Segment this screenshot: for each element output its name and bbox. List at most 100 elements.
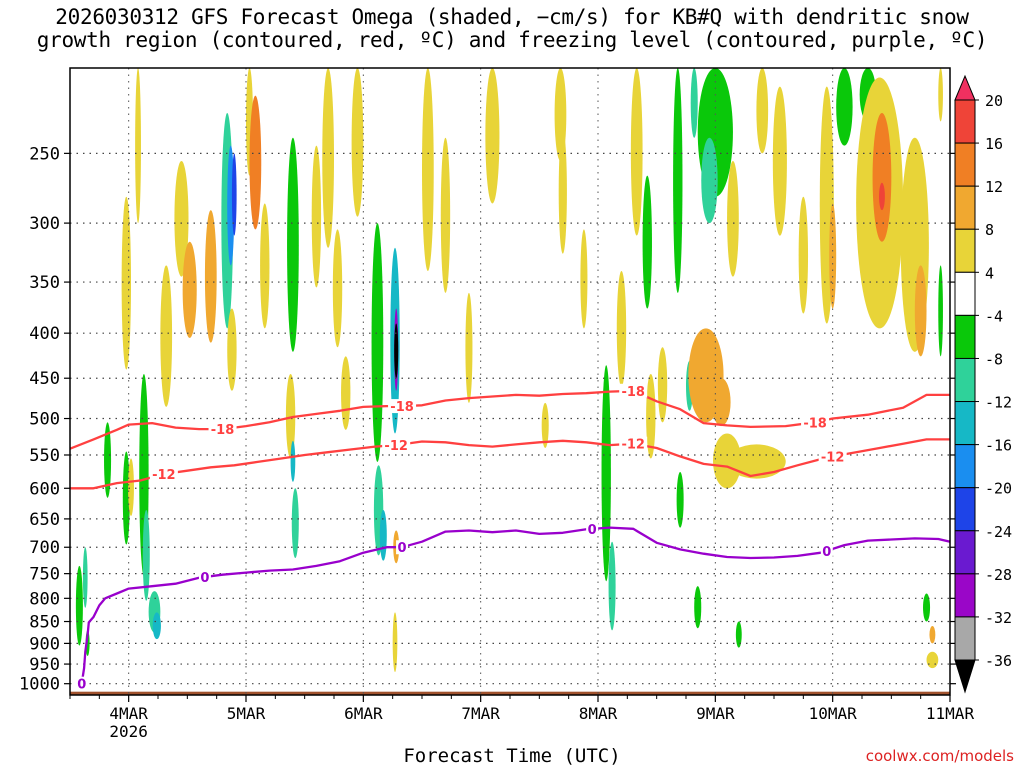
x-tick-label: 6MAR [344, 704, 383, 723]
contour-line--18 [70, 389, 950, 450]
omega-blob [182, 241, 197, 338]
chart-title: 2026030312 GFS Forecast Omega (shaded, −… [0, 6, 1024, 52]
contour-label: -12 [384, 439, 408, 454]
omega-blob [142, 509, 150, 601]
omega-blob [914, 265, 927, 357]
x-tick-label: 7MAR [461, 704, 500, 723]
x-tick-label: 5MAR [227, 704, 266, 723]
omega-blob [75, 565, 83, 646]
omega-blob [879, 182, 885, 211]
omega-blob [260, 203, 270, 329]
colorbar-box [954, 487, 976, 532]
colorbar-top-arrow [954, 74, 976, 101]
y-tick-label: 600 [29, 479, 60, 499]
omega-blob [735, 621, 742, 648]
y-tick-label: 650 [29, 510, 60, 530]
omega-blob [394, 323, 399, 379]
x-tick-label: 4MAR [109, 704, 148, 723]
contour-label-bg [388, 399, 417, 414]
colorbar-label: -12 [985, 394, 1012, 412]
omega-blob [558, 129, 567, 254]
colorbar-label: -8 [985, 350, 1003, 368]
colorbar-label: 8 [985, 221, 994, 239]
colorbar-label: 16 [985, 135, 1003, 153]
contour-label-bg [208, 422, 237, 437]
omega-blob [673, 68, 683, 293]
x-tick-label: 8MAR [579, 704, 618, 723]
omega-blob [630, 68, 643, 236]
credit-link[interactable]: coolwx.com/models [865, 747, 1014, 765]
omega-blob [121, 196, 132, 370]
contour-label: 0 [398, 541, 407, 556]
y-tick-label: 950 [29, 655, 60, 675]
colorbar-box [954, 530, 976, 575]
colorbar-box [954, 357, 976, 403]
colorbar-label: 20 [985, 92, 1003, 110]
colorbar-box [954, 185, 976, 230]
omega-blob [676, 471, 684, 528]
omega-blob [332, 229, 343, 348]
omega-blob [772, 86, 787, 236]
y-tick-label: 300 [29, 214, 60, 234]
y-tick-label: 500 [29, 410, 60, 430]
colorbar-box [954, 401, 976, 446]
omega-blob [829, 203, 837, 309]
contour-label-bg [198, 569, 211, 584]
omega-blob [422, 68, 434, 271]
y-tick-label: 700 [29, 538, 60, 558]
chart-title-line2: growth region (contoured, red, ºC) and f… [36, 28, 988, 52]
colorbar-label: -16 [985, 437, 1012, 455]
omega-blob [351, 68, 364, 217]
omega-blob [929, 625, 936, 644]
contour-label-bg [619, 436, 648, 451]
omega-blob [287, 137, 299, 352]
omega-blob [290, 440, 296, 482]
colorbar-label: -36 [985, 652, 1012, 670]
colorbar-label: 12 [985, 178, 1003, 196]
omega-blob [392, 612, 398, 673]
omega-blob [485, 68, 500, 204]
colorbar: 20 16 12 8 4 -4 -8 -12 -16 -20 -24 -28 -32 -36 [954, 74, 1012, 694]
omega-blob [798, 196, 809, 314]
omega-blob [174, 160, 189, 277]
y-tick-label: 900 [29, 634, 60, 654]
omega-blob [204, 210, 217, 343]
colorbar-box [954, 314, 976, 359]
contour-line--12 [70, 438, 950, 490]
contour-label-bg [149, 466, 178, 481]
y-tick-label: 750 [29, 565, 60, 585]
omega-blob [231, 153, 237, 236]
omega-blob [322, 68, 334, 248]
contour-label: 0 [822, 545, 831, 560]
colorbar-label: 4 [985, 264, 994, 282]
omega-blob [291, 488, 299, 559]
omega-blob [227, 308, 237, 391]
contour-label: -18 [803, 416, 827, 431]
omega-blob [249, 95, 262, 230]
omega-blob [82, 547, 88, 608]
ground-strip [70, 691, 950, 695]
contour-label: 0 [200, 571, 209, 586]
colorbar-label: -20 [985, 480, 1012, 498]
omega-blob [311, 145, 322, 288]
contour-label-bg [396, 540, 409, 555]
contour-label-bg [75, 676, 88, 691]
omega-blob [580, 229, 588, 329]
contour-label: -18 [211, 423, 235, 438]
omega-blob [938, 68, 943, 122]
y-tick-label: 250 [29, 144, 60, 164]
plot-background [70, 68, 950, 695]
x-tick-label: 9MAR [696, 704, 735, 723]
contour-label-bg [586, 521, 599, 536]
contour-line-0 [80, 526, 950, 684]
y-tick-label: 1000 [19, 675, 60, 695]
contour-label: 0 [588, 523, 597, 538]
omega-blob [440, 137, 451, 293]
contour-label-bg [820, 543, 833, 558]
omega-blob [642, 175, 652, 309]
contour-label: -18 [390, 400, 414, 415]
colorbar-box [954, 444, 976, 489]
omega-blob [616, 270, 627, 387]
omega-blob [285, 373, 296, 459]
